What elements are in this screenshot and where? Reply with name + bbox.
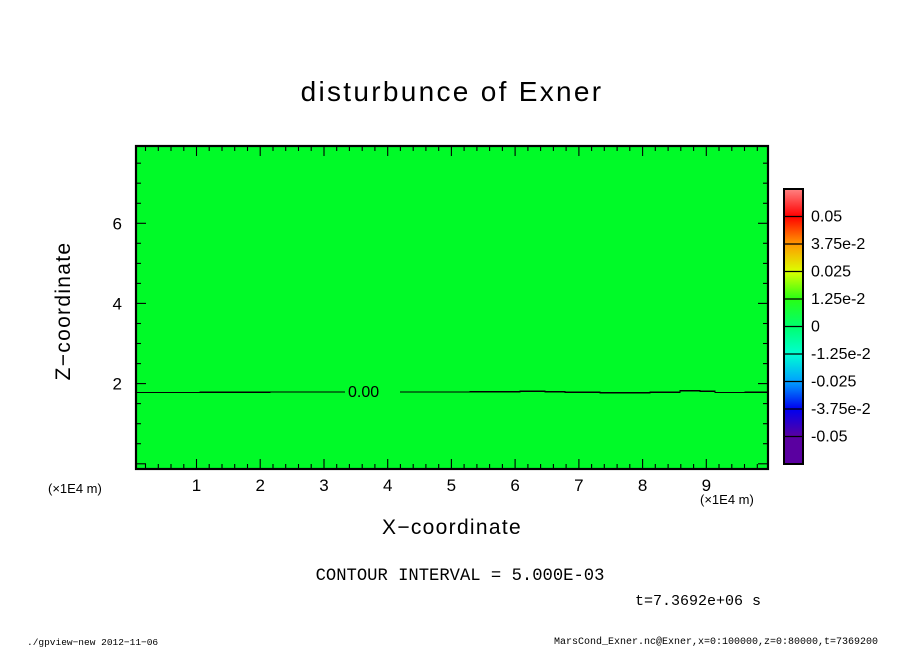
svg-text:3.75e-2: 3.75e-2: [811, 236, 865, 253]
svg-text:-1.25e-2: -1.25e-2: [811, 346, 871, 363]
svg-text:(×1E4 m): (×1E4 m): [48, 481, 102, 496]
svg-text:0.05: 0.05: [811, 209, 842, 226]
svg-text:CONTOUR INTERVAL = 5.000E-03: CONTOUR INTERVAL = 5.000E-03: [316, 567, 605, 586]
svg-text:(×1E4 m): (×1E4 m): [700, 492, 754, 507]
svg-text:X−coordinate: X−coordinate: [382, 516, 522, 539]
svg-text:5: 5: [447, 476, 456, 495]
svg-text:0: 0: [811, 319, 820, 336]
svg-text:7: 7: [574, 476, 583, 495]
svg-text:3: 3: [319, 476, 328, 495]
svg-text:-0.05: -0.05: [811, 429, 848, 446]
svg-text:2: 2: [255, 476, 264, 495]
svg-text:Z−coordinate: Z−coordinate: [52, 242, 75, 381]
svg-text:1: 1: [192, 476, 201, 495]
svg-text:1.25e-2: 1.25e-2: [811, 291, 865, 308]
svg-text:./gpview−new 2012−11−06: ./gpview−new 2012−11−06: [27, 637, 158, 648]
svg-text:4: 4: [383, 476, 392, 495]
svg-text:2: 2: [113, 375, 122, 394]
svg-text:-0.025: -0.025: [811, 374, 856, 391]
svg-text:6: 6: [510, 476, 519, 495]
svg-text:8: 8: [638, 476, 647, 495]
svg-text:t=7.3692e+06 s: t=7.3692e+06 s: [635, 593, 761, 610]
svg-text:disturbunce of Exner: disturbunce of Exner: [301, 76, 604, 107]
svg-text:0.00: 0.00: [348, 384, 379, 401]
svg-text:6: 6: [113, 214, 122, 233]
svg-text:-3.75e-2: -3.75e-2: [811, 401, 871, 418]
svg-text:0.025: 0.025: [811, 264, 851, 281]
svg-text:4: 4: [113, 294, 122, 313]
svg-text:MarsCond_Exner.nc@Exner,x=0:10: MarsCond_Exner.nc@Exner,x=0:100000,z=0:8…: [554, 636, 878, 648]
